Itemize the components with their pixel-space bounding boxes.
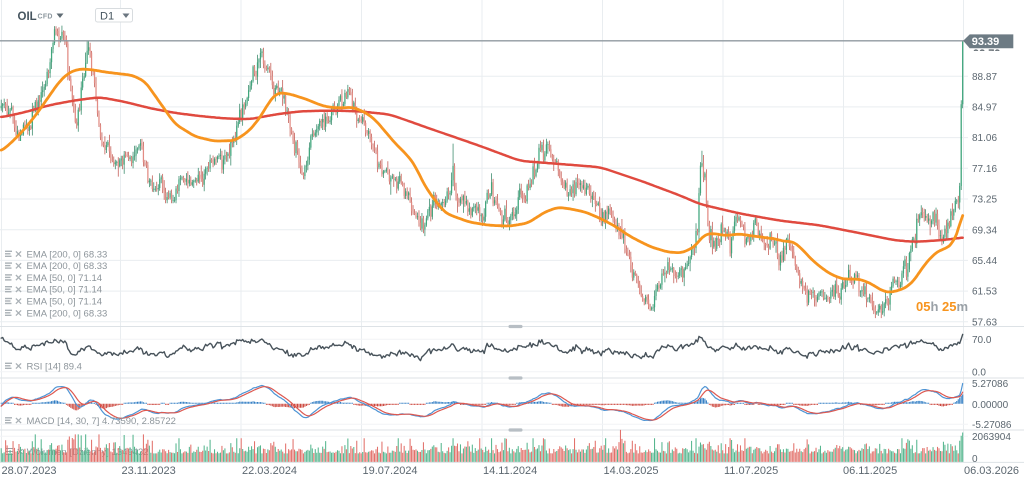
svg-text:5.27086: 5.27086 — [972, 379, 1009, 390]
svg-text:EMA [50, 0] 71.14: EMA [50, 0] 71.14 — [27, 285, 103, 296]
svg-text:65.44: 65.44 — [972, 256, 997, 267]
svg-text:14.11.2024: 14.11.2024 — [483, 465, 537, 477]
svg-text:06.03.2026: 06.03.2026 — [964, 465, 1019, 477]
svg-text:D1: D1 — [100, 11, 114, 23]
svg-text:69.34: 69.34 — [972, 225, 997, 236]
svg-text:23.11.2023: 23.11.2023 — [122, 465, 176, 477]
svg-text:19.07.2024: 19.07.2024 — [363, 465, 418, 477]
svg-text:92.79: 92.79 — [973, 48, 1001, 60]
svg-text:EMA [200, 0] 68.33: EMA [200, 0] 68.33 — [27, 249, 108, 260]
svg-text:-5.27086: -5.27086 — [972, 420, 1012, 431]
svg-text:88.87: 88.87 — [972, 72, 997, 83]
svg-text:2063904: 2063904 — [972, 432, 1011, 443]
svg-text:0.00000: 0.00000 — [972, 400, 1009, 411]
svg-text:06.11.2025: 06.11.2025 — [843, 465, 897, 477]
svg-text:0: 0 — [972, 454, 978, 465]
svg-text:28.07.2023: 28.07.2023 — [2, 465, 57, 477]
svg-text:57.63: 57.63 — [972, 317, 997, 328]
svg-text:CFD: CFD — [38, 14, 53, 21]
svg-text:OIL: OIL — [18, 11, 37, 23]
svg-text:61.53: 61.53 — [972, 287, 997, 298]
svg-text:05h 25m: 05h 25m — [916, 299, 968, 314]
svg-text:EMA [200, 0] 68.33: EMA [200, 0] 68.33 — [27, 261, 108, 272]
svg-text:EMA [200, 0] 68.33: EMA [200, 0] 68.33 — [27, 308, 108, 319]
svg-text:93.39: 93.39 — [972, 36, 1000, 48]
svg-text:11.07.2025: 11.07.2025 — [724, 465, 778, 477]
svg-text:73.25: 73.25 — [972, 195, 997, 206]
svg-text:RSI [14] 89.4: RSI [14] 89.4 — [27, 361, 82, 372]
svg-text:70.0: 70.0 — [972, 335, 992, 346]
svg-text:14.03.2025: 14.03.2025 — [604, 465, 659, 477]
svg-text:0.0: 0.0 — [972, 367, 986, 378]
svg-text:84.97: 84.97 — [972, 103, 997, 114]
svg-text:EMA [50, 0] 71.14: EMA [50, 0] 71.14 — [27, 273, 103, 284]
svg-text:MACD [14, 30, 7] 4.73590, 2.85: MACD [14, 30, 7] 4.73590, 2.85722 — [27, 416, 176, 427]
svg-text:77.16: 77.16 — [972, 164, 997, 175]
svg-text:22.03.2024: 22.03.2024 — [242, 465, 297, 477]
svg-text:81.06: 81.06 — [972, 133, 997, 144]
svg-text:EMA [50, 0] 71.14: EMA [50, 0] 71.14 — [27, 297, 103, 308]
